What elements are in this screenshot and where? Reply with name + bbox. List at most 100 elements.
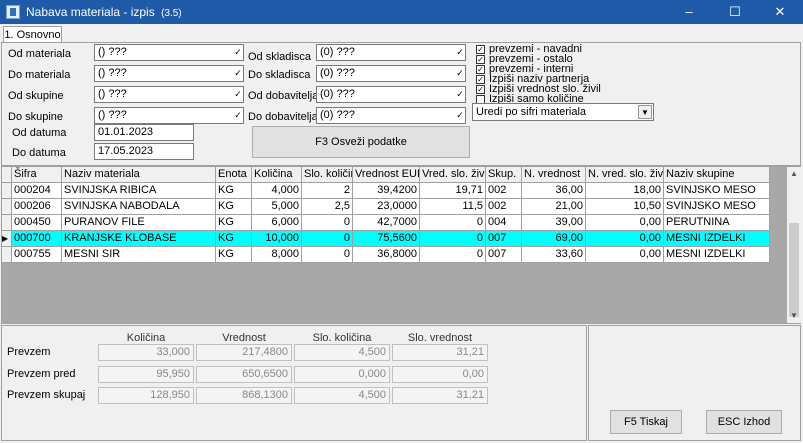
exit-button[interactable]: ESC Izhod	[706, 410, 782, 434]
do-datuma-field[interactable]: 17.05.2023	[94, 143, 194, 160]
summary-prevzem-pred-kolicina: 95,950	[98, 366, 194, 383]
checkbox-checked-icon[interactable]: ✓	[476, 85, 485, 94]
grid-cell: MESNI IZDELKI	[664, 231, 770, 247]
do-materiala-field[interactable]: () ??? ✓	[94, 65, 244, 82]
od-skupine-field[interactable]: () ??? ✓	[94, 86, 244, 103]
summary-header-kolicina: Količina	[126, 332, 166, 344]
grid-cell: MESNI IZDELKI	[664, 247, 770, 263]
summary-prevzem-skupaj-slo-kolicina: 4,500	[294, 387, 390, 404]
summary-prevzem-skupaj-kolicina: 128,950	[98, 387, 194, 404]
summary-label-prevzem: Prevzem	[7, 346, 51, 358]
grid-cell: KG	[216, 215, 252, 231]
grid-cell: 0	[302, 247, 353, 263]
od-datuma-field[interactable]: 01.01.2023	[94, 124, 194, 141]
grid-column-header[interactable]: Skup.	[486, 167, 522, 183]
row-indicator	[2, 215, 12, 231]
dropdown-icon[interactable]: ✓	[234, 110, 242, 120]
grid-column-header[interactable]: Vrednost EUR	[353, 167, 420, 183]
dropdown-icon[interactable]: ✓	[456, 47, 464, 57]
do-dobavitelja-field[interactable]: (0) ??? ✓	[316, 107, 466, 124]
dropdown-icon[interactable]: ✓	[456, 89, 464, 99]
do-skupine-label: Do skupine	[8, 111, 64, 123]
summary-header-vrednost: Vrednost	[222, 332, 266, 344]
grid-cell: 2,5	[302, 199, 353, 215]
grid-cell: 42,7000	[353, 215, 420, 231]
dropdown-icon[interactable]: ✓	[456, 110, 464, 120]
grid-column-header[interactable]: Količina	[252, 167, 302, 183]
grid-cell: SVINJSKA NABODALA	[62, 199, 216, 215]
grid-cell: 004	[486, 215, 522, 231]
materials-grid: Šifra Naziv materiala Enota Količina Slo. ko…	[1, 166, 801, 324]
grid-cell: 5,000	[252, 199, 302, 215]
grid-column-header[interactable]: Slo. količina	[302, 167, 353, 183]
summary-prevzem-slo-vrednost: 31,21	[392, 344, 488, 361]
window-title-text: Nabava materiala - izpis	[26, 5, 155, 19]
summary-prevzem-skupaj-vrednost: 868,1300	[196, 387, 292, 404]
do-skladisca-field[interactable]: (0) ??? ✓	[316, 65, 466, 82]
od-materiala-field[interactable]: () ??? ✓	[94, 44, 244, 61]
grid-column-header[interactable]: N. vred. slo. živil	[586, 167, 664, 183]
grid-column-header[interactable]: Vred. slo. živil	[420, 167, 486, 183]
tab-osnovno[interactable]: 1. Osnovno	[3, 26, 62, 43]
grid-cell: 002	[486, 199, 522, 215]
grid-column-header[interactable]: Enota	[216, 167, 252, 183]
grid-column-header[interactable]: Naziv skupine	[664, 167, 770, 183]
window-version: (3.5)	[161, 8, 182, 19]
grid-cell: 4,000	[252, 183, 302, 199]
title-bar: Nabava materiala - izpis (3.5) – ☐ ✕	[0, 0, 803, 24]
do-materiala-value: () ???	[98, 67, 127, 79]
grid-cell: KG	[216, 183, 252, 199]
od-dobavitelja-field[interactable]: (0) ??? ✓	[316, 86, 466, 103]
summary-prevzem-pred-vrednost: 650,6500	[196, 366, 292, 383]
row-indicator	[2, 247, 12, 263]
checkbox-label: Izpiši vrednost slo. živil	[489, 83, 601, 95]
maximize-icon[interactable]: ☐	[729, 4, 741, 19]
checkbox-checked-icon[interactable]: ✓	[476, 75, 485, 84]
dropdown-icon[interactable]: ✓	[234, 47, 242, 57]
refresh-button[interactable]: F3 Osveži podatke	[252, 126, 470, 158]
grid-cell: 000755	[12, 247, 62, 263]
dropdown-icon[interactable]: ✓	[456, 68, 464, 78]
dropdown-icon[interactable]: ✓	[234, 68, 242, 78]
grid-cell: 36,8000	[353, 247, 420, 263]
grid-cell: 000700	[12, 231, 62, 247]
grid-cell: 36,00	[522, 183, 586, 199]
checkbox-checked-icon[interactable]: ✓	[476, 65, 485, 74]
grid-cell: 0,00	[586, 215, 664, 231]
checkbox-checked-icon[interactable]: ✓	[476, 45, 485, 54]
scrollbar-thumb[interactable]	[789, 223, 799, 317]
row-indicator	[2, 199, 12, 215]
grid-column-header[interactable]: Šifra	[12, 167, 62, 183]
summary-label-prevzem-skupaj: Prevzem skupaj	[7, 389, 86, 401]
grid-scrollbar[interactable]: ▲ ▼	[787, 167, 801, 323]
grid-cell: 0	[302, 215, 353, 231]
checkbox-label: prevzemi - ostalo	[489, 53, 573, 65]
summary-prevzem-skupaj-slo-vrednost: 31,21	[392, 387, 488, 404]
grid-cell: 23,0000	[353, 199, 420, 215]
checkbox-checked-icon[interactable]: ✓	[476, 55, 485, 64]
sort-select[interactable]: Uredi po sifri materiala ▼	[472, 103, 654, 121]
grid-cell: SVINJSKO MESO	[664, 183, 770, 199]
print-button[interactable]: F5 Tiskaj	[610, 410, 682, 434]
od-skupine-label: Od skupine	[8, 90, 64, 102]
minimize-icon[interactable]: –	[685, 4, 693, 19]
row-indicator-arrow-icon: ▶	[2, 231, 12, 247]
app-icon	[6, 5, 20, 19]
grid-column-header[interactable]: N. vrednost	[522, 167, 586, 183]
grid-cell: 002	[486, 183, 522, 199]
grid-cell: 75,5600	[353, 231, 420, 247]
od-dobavitelja-label: Od dobavitelja	[248, 90, 319, 102]
grid-cell: KG	[216, 199, 252, 215]
grid-column-header[interactable]: Naziv materiala	[62, 167, 216, 183]
row-indicator	[2, 183, 12, 199]
do-skupine-field[interactable]: () ??? ✓	[94, 107, 244, 124]
grid-cell: 19,71	[420, 183, 486, 199]
scroll-down-icon[interactable]: ▼	[790, 311, 798, 320]
scroll-up-icon[interactable]: ▲	[790, 169, 798, 178]
close-icon[interactable]: ✕	[774, 4, 786, 19]
dropdown-icon[interactable]: ✓	[234, 89, 242, 99]
chevron-down-icon[interactable]: ▼	[638, 105, 652, 119]
od-skladisca-field[interactable]: (0) ??? ✓	[316, 44, 466, 61]
do-skupine-value: () ???	[98, 109, 127, 121]
